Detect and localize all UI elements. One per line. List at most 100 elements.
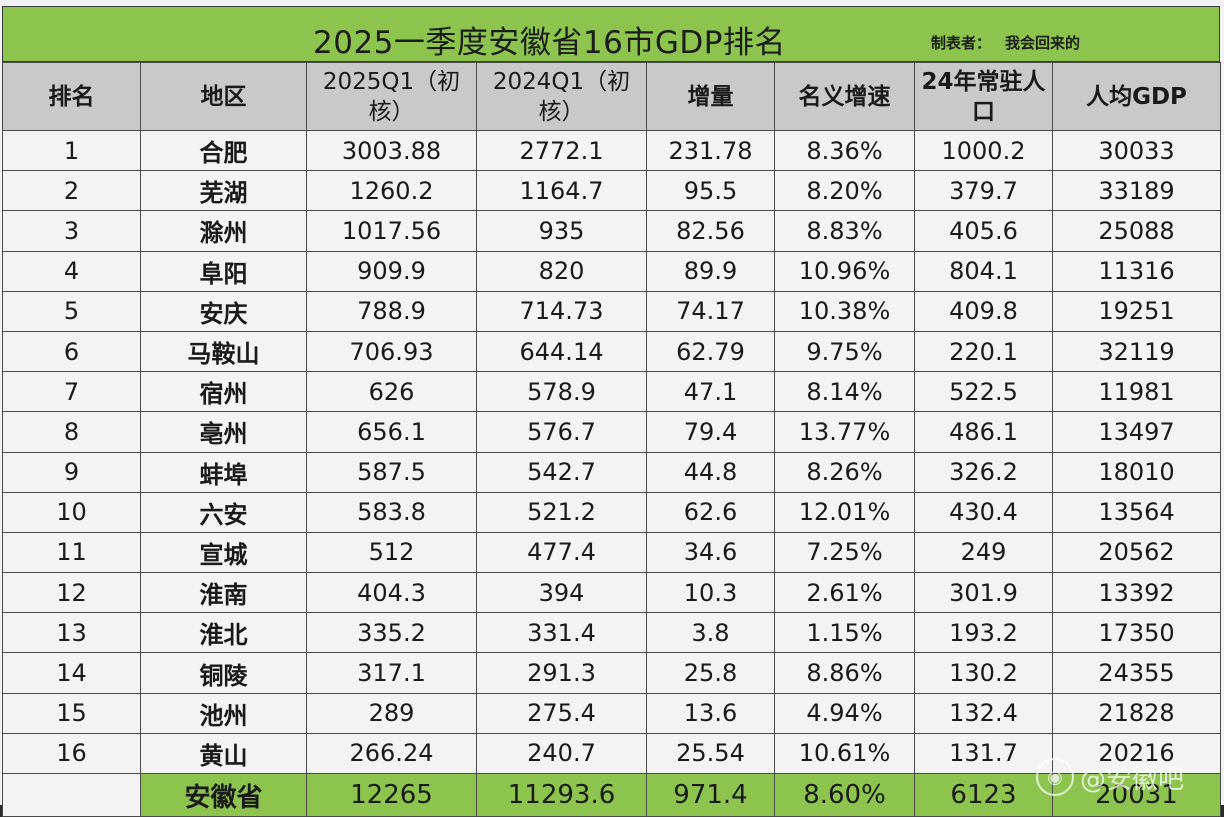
table-row: 6 马鞍山 706.93 644.14 62.79 9.75% 220.1 32119: [2, 330, 1221, 373]
cell-population: 193.2: [914, 612, 1053, 654]
cell-per-capita: 21828: [1052, 692, 1221, 734]
cell-growth: 8.86%: [774, 652, 915, 694]
table-row: 5 安庆 788.9 714.73 74.17 10.38% 409.8 19251: [2, 290, 1221, 332]
cell-growth: 13.77%: [774, 411, 915, 453]
cell-growth: 4.94%: [774, 692, 915, 734]
cell-increment: 95.5: [646, 170, 775, 212]
cell-population: 379.7: [914, 170, 1053, 212]
cell-region: 黄山: [140, 732, 307, 775]
table-row: 9 蚌埠 587.5 542.7 44.8 8.26% 326.2 18010: [2, 451, 1221, 493]
cell-population: 130.2: [914, 652, 1053, 694]
header-region: 地区: [140, 62, 307, 131]
cell-region: 滁州: [140, 210, 307, 252]
cell-region: 淮北: [140, 612, 307, 654]
cell-region: 安庆: [140, 290, 307, 332]
cell-increment: 62.6: [646, 491, 775, 533]
cell-rank: 16: [2, 732, 141, 775]
table-row: 15 池州 289 275.4 13.6 4.94% 132.4 21828: [2, 692, 1221, 734]
cell-increment: 34.6: [646, 531, 775, 574]
cell-per-capita: 17350: [1052, 612, 1221, 654]
total-region: 安徽省: [140, 773, 307, 817]
cell-growth: 10.38%: [774, 290, 915, 332]
cell-increment: 62.79: [646, 330, 775, 373]
total-per-capita: 20031: [1052, 773, 1221, 817]
table-row: 8 亳州 656.1 576.7 79.4 13.77% 486.1 13497: [2, 411, 1221, 453]
cell-per-capita: 18010: [1052, 451, 1221, 493]
cell-region: 马鞍山: [140, 330, 307, 373]
total-gdp-2024q1: 11293.6: [476, 773, 647, 817]
header-rank: 排名: [2, 62, 141, 131]
cell-gdp-2024q1: 714.73: [476, 290, 647, 332]
cell-gdp-2024q1: 275.4: [476, 692, 647, 734]
cell-population: 326.2: [914, 451, 1053, 493]
cell-population: 430.4: [914, 491, 1053, 533]
cell-region: 亳州: [140, 411, 307, 453]
cell-gdp-2024q1: 644.14: [476, 330, 647, 373]
cell-region: 六安: [140, 491, 307, 533]
cell-population: 804.1: [914, 250, 1053, 292]
cell-per-capita: 20216: [1052, 732, 1221, 775]
cell-population: 486.1: [914, 411, 1053, 453]
table-row: 13 淮北 335.2 331.4 3.8 1.15% 193.2 17350: [2, 612, 1221, 654]
header-per-capita: 人均GDP: [1052, 62, 1221, 131]
cell-increment: 10.3: [646, 572, 775, 614]
cell-gdp-2025q1: 317.1: [306, 652, 477, 694]
cell-gdp-2025q1: 1260.2: [306, 170, 477, 212]
cell-gdp-2025q1: 289: [306, 692, 477, 734]
cell-gdp-2024q1: 935: [476, 210, 647, 252]
total-increment: 971.4: [646, 773, 775, 817]
total-row: 安徽省 12265 11293.6 971.4 8.60% 6123 20031: [2, 773, 1221, 817]
cell-region: 宿州: [140, 371, 307, 413]
cell-gdp-2025q1: 266.24: [306, 732, 477, 775]
total-gdp-2025q1: 12265: [306, 773, 477, 817]
cell-region: 淮南: [140, 572, 307, 614]
author-label: 制表者：: [931, 34, 992, 52]
cell-growth: 2.61%: [774, 572, 915, 614]
cell-growth: 8.83%: [774, 210, 915, 252]
cell-gdp-2024q1: 542.7: [476, 451, 647, 493]
cell-per-capita: 32119: [1052, 330, 1221, 373]
cell-per-capita: 25088: [1052, 210, 1221, 252]
cell-growth: 7.25%: [774, 531, 915, 574]
cell-gdp-2025q1: 587.5: [306, 451, 477, 493]
cell-per-capita: 13392: [1052, 572, 1221, 614]
header-row: 排名 地区 2025Q1（初核） 2024Q1（初核） 增量 名义增速 24年常…: [2, 62, 1221, 131]
cell-region: 池州: [140, 692, 307, 734]
cell-gdp-2025q1: 335.2: [306, 612, 477, 654]
cell-rank: 10: [2, 491, 141, 533]
title-bar: 2025一季度安徽省16市GDP排名 制表者： 我会回来的: [2, 6, 1220, 62]
cell-gdp-2025q1: 512: [306, 531, 477, 574]
cell-gdp-2025q1: 706.93: [306, 330, 477, 373]
gdp-table: 排名 地区 2025Q1（初核） 2024Q1（初核） 增量 名义增速 24年常…: [2, 62, 1221, 817]
header-2025q1: 2025Q1（初核）: [306, 62, 477, 131]
cell-increment: 25.8: [646, 652, 775, 694]
table-row: 7 宿州 626 578.9 47.1 8.14% 522.5 11981: [2, 371, 1221, 413]
cell-gdp-2025q1: 909.9: [306, 250, 477, 292]
cell-gdp-2024q1: 331.4: [476, 612, 647, 654]
cell-rank: 14: [2, 652, 141, 694]
table-body: 1 合肥 3003.88 2772.1 231.78 8.36% 1000.2 30033 2 芜…: [2, 129, 1221, 817]
cell-gdp-2024q1: 578.9: [476, 371, 647, 413]
cell-population: 249: [914, 531, 1053, 574]
cell-per-capita: 11981: [1052, 371, 1221, 413]
cell-rank: 9: [2, 451, 141, 493]
cell-growth: 1.15%: [774, 612, 915, 654]
cell-gdp-2024q1: 1164.7: [476, 170, 647, 212]
table-row: 1 合肥 3003.88 2772.1 231.78 8.36% 1000.2 30033: [2, 129, 1221, 172]
cell-per-capita: 11316: [1052, 250, 1221, 292]
cell-increment: 44.8: [646, 451, 775, 493]
cell-per-capita: 13564: [1052, 491, 1221, 533]
header-growth: 名义增速: [774, 62, 915, 131]
cell-gdp-2025q1: 788.9: [306, 290, 477, 332]
cell-growth: 8.26%: [774, 451, 915, 493]
cell-population: 522.5: [914, 371, 1053, 413]
cell-gdp-2024q1: 394: [476, 572, 647, 614]
total-rank: [2, 773, 141, 817]
cell-rank: 4: [2, 250, 141, 292]
cell-growth: 8.20%: [774, 170, 915, 212]
cell-gdp-2024q1: 2772.1: [476, 129, 647, 172]
cell-rank: 13: [2, 612, 141, 654]
table-row: 14 铜陵 317.1 291.3 25.8 8.86% 130.2 24355: [2, 652, 1221, 694]
cell-rank: 11: [2, 531, 141, 574]
cell-increment: 25.54: [646, 732, 775, 775]
